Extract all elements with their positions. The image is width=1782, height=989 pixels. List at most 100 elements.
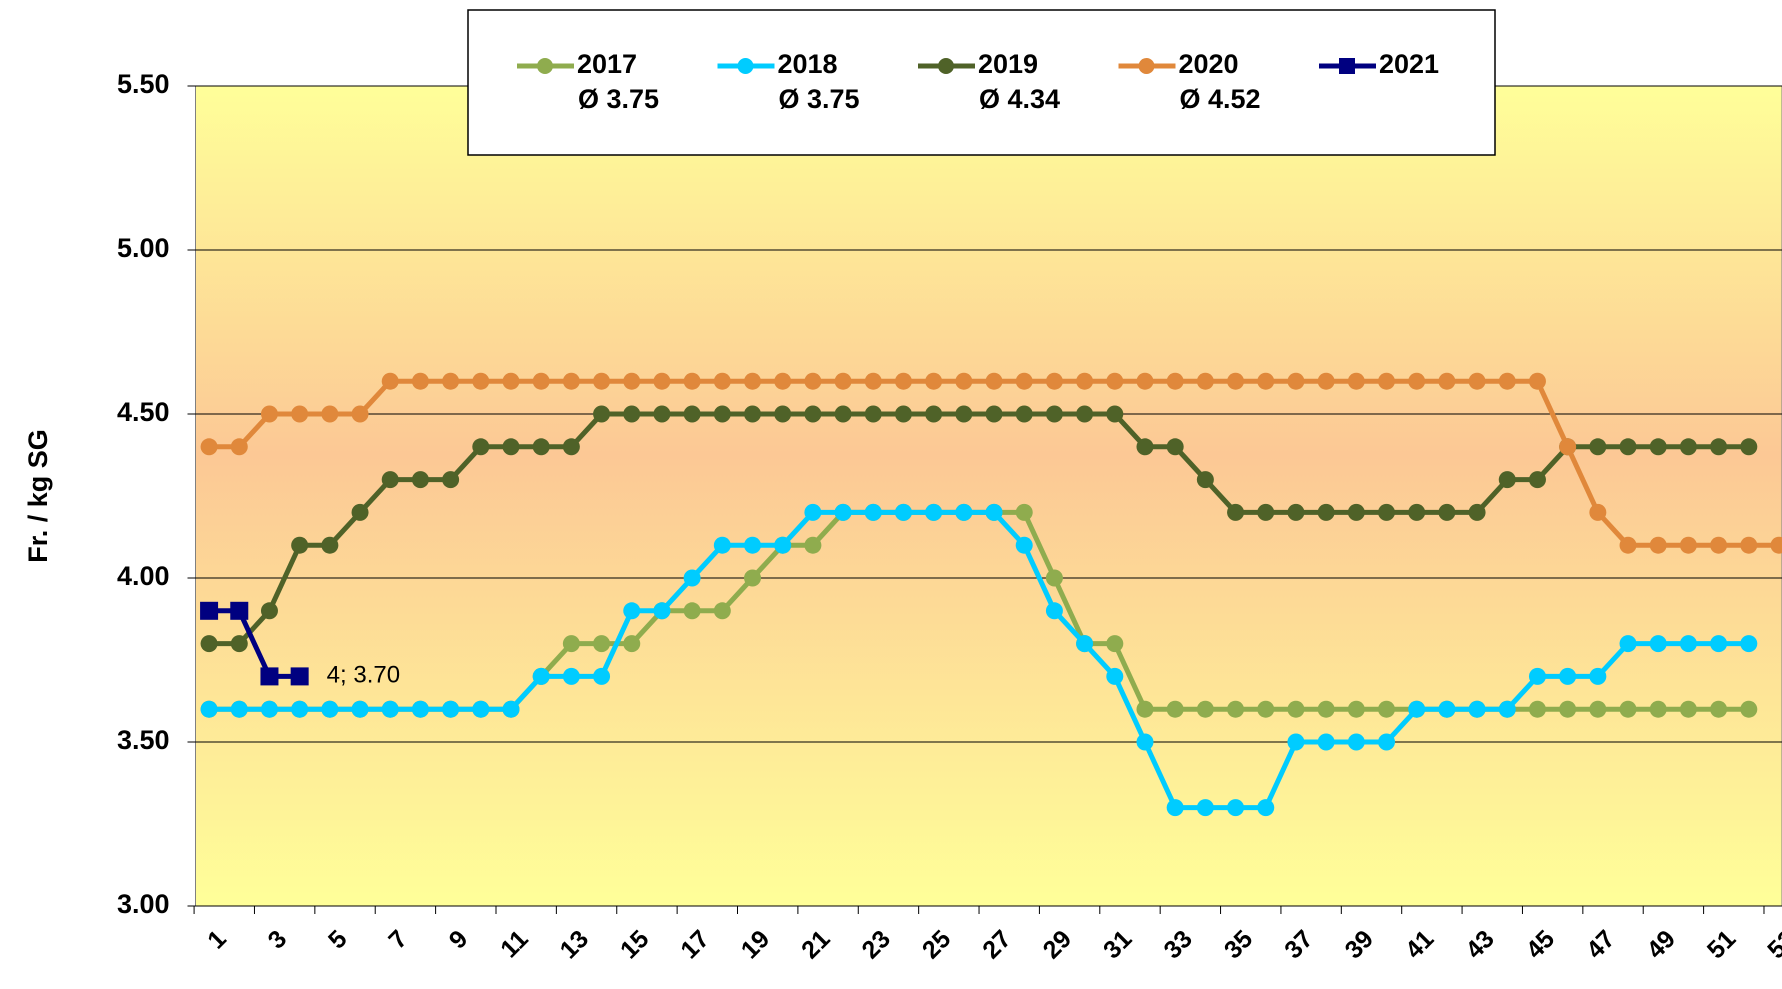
marker: [1559, 668, 1576, 685]
x-tick-label: 45: [1521, 925, 1561, 965]
marker: [352, 701, 369, 718]
x-tick-label: 17: [675, 925, 714, 964]
marker: [1287, 701, 1304, 718]
x-tick-label: 43: [1460, 925, 1499, 964]
marker: [563, 668, 580, 685]
marker: [412, 701, 429, 718]
marker: [442, 701, 459, 718]
marker: [1499, 471, 1516, 488]
marker: [352, 504, 369, 521]
x-tick-label: 39: [1340, 925, 1379, 964]
marker: [1650, 701, 1667, 718]
marker: [231, 701, 248, 718]
marker: [1378, 373, 1395, 390]
marker: [1348, 373, 1365, 390]
data-label: 4; 3.70: [327, 662, 400, 689]
marker: [1469, 701, 1486, 718]
x-tick-label: 49: [1641, 925, 1680, 964]
marker: [1227, 799, 1244, 816]
marker: [472, 373, 489, 390]
marker: [1710, 635, 1727, 652]
marker: [744, 570, 761, 587]
marker: [1559, 701, 1576, 718]
marker: [472, 438, 489, 455]
marker: [955, 373, 972, 390]
marker: [744, 406, 761, 423]
marker: [804, 504, 821, 521]
marker: [986, 373, 1003, 390]
x-tick-label: 19: [736, 925, 775, 964]
marker: [1136, 438, 1153, 455]
marker: [1710, 701, 1727, 718]
marker: [382, 471, 399, 488]
marker: [925, 406, 942, 423]
marker: [835, 504, 852, 521]
marker: [593, 635, 610, 652]
marker: [261, 406, 278, 423]
marker: [653, 373, 670, 390]
marker: [774, 373, 791, 390]
legend-note: Ø 4.52: [1180, 84, 1261, 114]
marker: [1529, 668, 1546, 685]
marker: [563, 373, 580, 390]
marker: [774, 406, 791, 423]
marker: [1710, 438, 1727, 455]
y-axis-label: Fr. / kg SG: [23, 429, 53, 563]
marker: [1046, 406, 1063, 423]
marker: [1559, 438, 1576, 455]
marker: [1016, 373, 1033, 390]
marker: [1227, 504, 1244, 521]
marker: [1227, 373, 1244, 390]
marker: [623, 406, 640, 423]
marker: [533, 438, 550, 455]
marker: [1740, 537, 1757, 554]
marker: [1046, 602, 1063, 619]
marker: [1318, 373, 1335, 390]
marker: [563, 635, 580, 652]
marker: [895, 406, 912, 423]
plot-area: [196, 86, 1782, 906]
x-tick-label: 27: [977, 925, 1016, 964]
marker: [260, 667, 278, 685]
legend-note: Ø 3.75: [578, 84, 659, 114]
marker: [1469, 373, 1486, 390]
marker: [1650, 537, 1667, 554]
marker: [1287, 734, 1304, 751]
marker: [653, 406, 670, 423]
marker: [1046, 570, 1063, 587]
marker: [1348, 504, 1365, 521]
x-tick-label: 21: [796, 925, 836, 965]
marker: [1529, 373, 1546, 390]
x-tick-label: 1: [202, 925, 232, 955]
marker: [623, 602, 640, 619]
marker: [835, 373, 852, 390]
marker: [986, 504, 1003, 521]
x-tick-label: 33: [1158, 925, 1197, 964]
marker: [1197, 799, 1214, 816]
marker: [1589, 668, 1606, 685]
marker: [593, 373, 610, 390]
marker: [231, 438, 248, 455]
marker: [1287, 373, 1304, 390]
marker: [804, 373, 821, 390]
marker: [1620, 537, 1637, 554]
marker: [533, 373, 550, 390]
legend-swatch: [537, 58, 553, 74]
marker: [1589, 504, 1606, 521]
x-tick-label: 9: [444, 925, 474, 955]
marker: [533, 668, 550, 685]
y-tick-label: 5.50: [117, 69, 170, 99]
marker: [1076, 635, 1093, 652]
marker: [201, 438, 218, 455]
marker: [1167, 373, 1184, 390]
marker: [502, 438, 519, 455]
marker: [1076, 406, 1093, 423]
marker: [291, 667, 309, 685]
marker: [1287, 504, 1304, 521]
x-tick-label: 31: [1098, 925, 1138, 965]
marker: [1378, 734, 1395, 751]
marker: [804, 406, 821, 423]
marker: [1529, 471, 1546, 488]
marker: [774, 537, 791, 554]
